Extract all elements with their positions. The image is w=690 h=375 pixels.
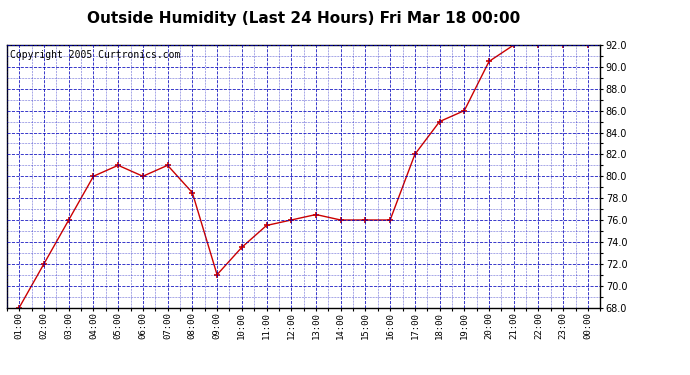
Text: Copyright 2005 Curtronics.com: Copyright 2005 Curtronics.com <box>10 50 180 60</box>
Text: Outside Humidity (Last 24 Hours) Fri Mar 18 00:00: Outside Humidity (Last 24 Hours) Fri Mar… <box>87 11 520 26</box>
